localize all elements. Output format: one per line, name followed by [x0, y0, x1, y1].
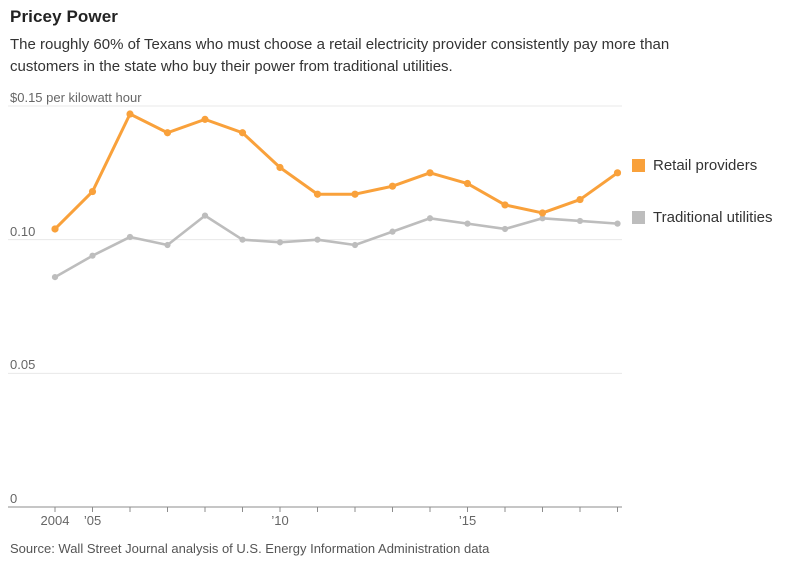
retail-providers-point-2009	[238, 129, 247, 137]
traditional-utilities-point-2008	[201, 212, 209, 219]
y-tick-label-0.1: 0.10	[10, 223, 36, 239]
traditional-utilities-point-2011	[314, 236, 321, 243]
retail-providers-point-2004	[51, 225, 59, 233]
retail-providers-point-2019	[613, 169, 622, 177]
retail-providers-point-2011	[313, 190, 322, 198]
traditional-utilities-point-2019	[614, 220, 621, 227]
retail-providers-point-2007	[163, 129, 172, 137]
y-tick-label-0: 0	[10, 491, 18, 506]
traditional-utilities-point-2005	[89, 252, 96, 259]
retail-providers-point-2014	[426, 169, 434, 177]
chart-subtitle: The roughly 60% of Texans who must choos…	[10, 36, 670, 75]
traditional-utilities-point-2015	[464, 220, 471, 227]
retail-providers-point-2010	[276, 163, 284, 172]
x-tick-label-2010: ’10	[271, 513, 289, 528]
traditional-utilities-point-2018	[576, 217, 584, 225]
x-tick-label-2005: ’05	[83, 513, 102, 528]
traditional-utilities-point-2010	[276, 239, 284, 246]
traditional-utilities-point-2016	[501, 225, 509, 233]
retail-providers-point-2006	[126, 110, 134, 118]
retail-providers-point-2017	[538, 209, 547, 217]
retail-providers-swatch	[632, 159, 645, 172]
retail-providers-point-2012	[351, 190, 359, 198]
x-tick-label-2015: ’15	[458, 513, 477, 528]
legend-item-traditional-utilities: Traditional utilities	[632, 209, 773, 226]
source-note: Source: Wall Street Journal analysis of …	[10, 541, 490, 556]
traditional-utilities-point-2004	[51, 273, 59, 281]
y-tick-label-0.15: $0.15 per kilowatt hour	[10, 90, 142, 105]
traditional-utilities-label: Traditional utilities	[653, 209, 773, 226]
chart-title: Pricey Power	[10, 7, 118, 26]
legend-item-retail-providers: Retail providers	[632, 157, 757, 174]
traditional-utilities-point-2014	[426, 215, 434, 222]
traditional-utilities-point-2009	[239, 236, 246, 243]
traditional-utilities-point-2013	[389, 228, 396, 235]
traditional-utilities-point-2012	[351, 241, 359, 249]
retail-providers-line	[53, 112, 619, 231]
y-tick-label-0.05: 0.05	[10, 357, 36, 373]
retail-providers-point-2013	[388, 182, 397, 190]
retail-providers-point-2008	[201, 115, 209, 123]
retail-providers-point-2015	[463, 179, 472, 188]
retail-providers-point-2016	[501, 201, 509, 209]
retail-providers-point-2018	[576, 195, 584, 204]
traditional-utilities-line	[53, 214, 619, 279]
retail-providers-point-2005	[88, 187, 97, 196]
traditional-utilities-point-2007	[164, 241, 171, 249]
x-tick-label-2004: 2004	[40, 513, 70, 528]
traditional-utilities-point-2017	[539, 215, 546, 222]
traditional-utilities-point-2006	[126, 233, 134, 241]
traditional-utilities-swatch	[632, 211, 645, 224]
retail-providers-label: Retail providers	[653, 157, 758, 174]
